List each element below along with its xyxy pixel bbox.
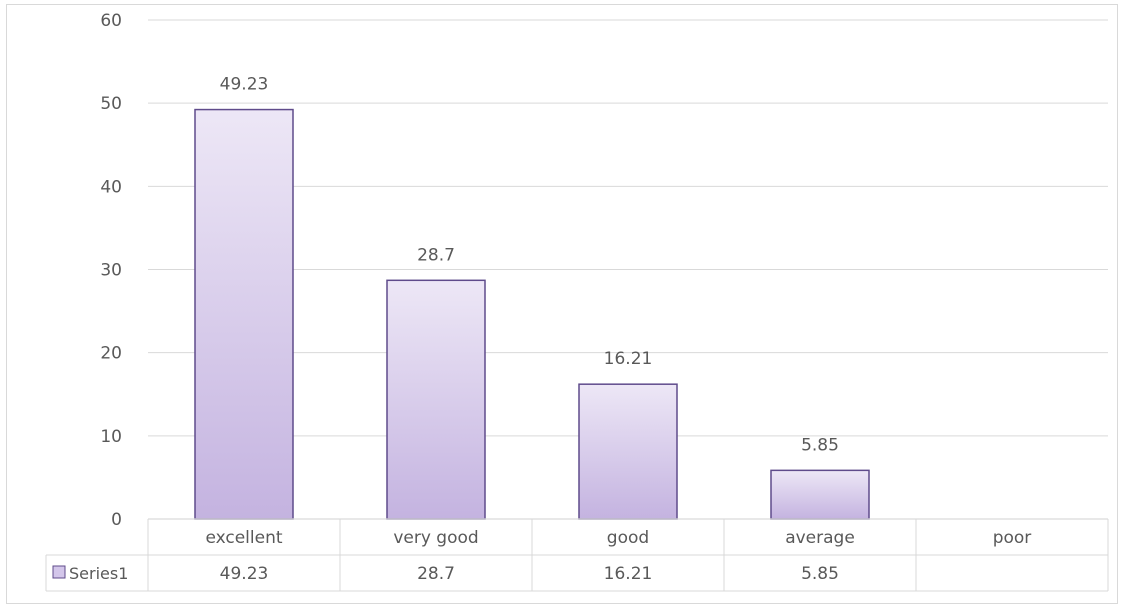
x-category-label: excellent [205,528,282,548]
y-axis-ticks: 0 10 20 30 40 50 60 [100,11,122,530]
gridlines [148,19,1108,437]
table-value: 5.85 [801,564,839,584]
x-category-label: average [785,528,855,548]
x-category-label: very good [393,528,478,548]
data-label: 16.21 [604,349,653,369]
legend-series-name: Series1 [69,564,128,583]
data-label: 28.7 [417,245,455,265]
data-label: 49.23 [220,75,269,95]
x-category-label: good [607,528,649,548]
bar [770,469,870,520]
table-value: 49.23 [220,564,269,584]
table-value: 28.7 [417,564,455,584]
y-tick-label: 30 [100,261,122,281]
bars [194,108,870,520]
y-tick-label: 50 [100,94,122,114]
bar [386,279,486,520]
y-tick-label: 60 [100,11,122,31]
data-labels: 49.23 28.7 16.21 5.85 [220,75,839,456]
x-category-label: poor [993,528,1032,548]
y-tick-label: 0 [111,510,122,530]
y-tick-label: 20 [100,344,122,364]
y-tick-label: 10 [100,427,122,447]
table-value: 16.21 [604,564,653,584]
data-table: excellent very good good average poor Series1… [45,518,1109,592]
legend-key [52,565,66,579]
chart-frame [6,4,1118,604]
bar [578,383,678,520]
bar [194,108,294,520]
y-tick-label: 40 [100,177,122,197]
data-label: 5.85 [801,435,839,455]
